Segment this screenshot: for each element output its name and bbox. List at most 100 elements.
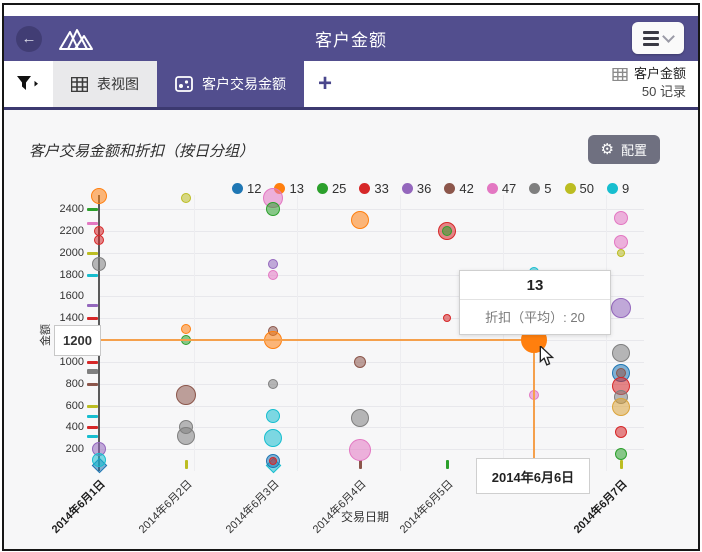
data-bubble-customer-5[interactable] [92, 256, 106, 271]
data-bubble-customer-5[interactable] [268, 378, 278, 389]
legend-item-9[interactable]: 9 [606, 181, 629, 196]
x-tick-label: 2014年6月1日 [49, 478, 108, 536]
funnel-icon [17, 76, 38, 90]
legend-item-36[interactable]: 36 [401, 181, 431, 196]
y-tick-label: 2000 [59, 246, 84, 259]
tooltip: 13 折扣（平均）: 20 [459, 270, 611, 335]
add-view-button[interactable]: + [318, 70, 333, 97]
legend-item-25[interactable]: 25 [316, 181, 346, 196]
legend-item-12[interactable]: 12 [232, 181, 261, 196]
legend-label: 50 [579, 181, 594, 196]
data-bubble-customer-33[interactable] [443, 314, 451, 323]
y-axis-rug-mark [87, 435, 98, 439]
gridline-horizontal [99, 296, 644, 298]
gridline-vertical [400, 195, 401, 471]
data-bubble-customer-25[interactable] [266, 202, 280, 217]
x-tick-label: 2014年6月2日 [136, 478, 195, 536]
data-bubble-customer-9[interactable] [92, 453, 106, 468]
tab-label: 表视图 [97, 76, 139, 92]
gridline-horizontal [99, 449, 644, 451]
data-bubble-customer-5[interactable] [177, 427, 195, 446]
legend-item-47[interactable]: 47 [486, 181, 516, 196]
gridline-horizontal [99, 274, 644, 276]
data-bubble-customer-13[interactable] [91, 188, 107, 205]
data-bubble-customer-9[interactable] [266, 409, 280, 424]
y-tick-label: 1600 [59, 290, 84, 303]
data-bubble-customer-47[interactable] [349, 439, 371, 462]
data-bubble-customer-47[interactable] [614, 234, 628, 249]
crosshair-vertical-line [533, 340, 535, 470]
y-axis-rug-mark [87, 208, 98, 212]
mouse-cursor [538, 344, 556, 371]
y-axis-rug-mark [87, 368, 98, 374]
data-bubble-customer-36[interactable] [268, 258, 278, 269]
dataset-record-count: 50 记录 [641, 84, 686, 99]
legend-item-13[interactable]: 13 [274, 181, 304, 196]
tooltip-title: 13 [460, 271, 610, 300]
data-bubble-customer-36[interactable] [611, 298, 631, 319]
mountain-logo-icon[interactable] [58, 27, 94, 51]
data-bubble-customer-33[interactable] [94, 234, 104, 245]
configure-button[interactable]: ⚙ 配置 [587, 135, 660, 164]
y-tick-label: 1000 [59, 355, 84, 368]
legend-item-5[interactable]: 5 [529, 181, 552, 196]
gear-icon: ⚙ [600, 140, 614, 158]
x-axis-title: 交易日期 [340, 510, 389, 524]
data-bubble-customer-25[interactable] [615, 447, 627, 460]
legend-label: 5 [544, 181, 552, 196]
y-tick-label: 600 [65, 399, 84, 412]
y-axis-rug-mark [87, 273, 98, 277]
hamburger-icon [643, 30, 659, 46]
gridline-horizontal [99, 230, 644, 232]
chart-panel-title: 客户交易金额和折扣（按日分组） [29, 143, 255, 160]
data-bubble-customer-13[interactable] [181, 324, 191, 335]
tab-customer-transaction-chart[interactable]: 客户交易金额 [157, 61, 304, 107]
data-bubble-customer-13[interactable] [612, 397, 630, 416]
legend-label: 42 [459, 181, 474, 196]
crosshair-x-value-box: 2014年6月6日 [476, 458, 590, 494]
scatter-chart-icon [175, 76, 193, 92]
data-bubble-customer-42[interactable] [354, 355, 366, 368]
y-axis-rug-mark [87, 360, 98, 364]
data-bubble-customer-25[interactable] [442, 225, 452, 236]
data-bubble-customer-33[interactable] [269, 457, 277, 466]
y-axis-rug-mark [87, 426, 98, 430]
legend-item-33[interactable]: 33 [359, 181, 389, 196]
data-bubble-customer-9[interactable] [264, 429, 282, 448]
legend-item-50[interactable]: 50 [564, 181, 594, 196]
data-bubble-customer-5[interactable] [351, 408, 369, 427]
x-axis-rug-tick [620, 460, 623, 469]
x-axis-rug-tick [359, 460, 362, 469]
legend-item-42[interactable]: 42 [444, 181, 474, 196]
bubble-chart: 12 13 25 33 36 42 47 5 50 9 200 400 600 800 1000 1400 1… [4, 5, 698, 549]
back-button[interactable]: ← [16, 25, 42, 52]
filter-button[interactable] [17, 61, 39, 107]
back-arrow-icon: ← [21, 30, 37, 47]
data-bubble-customer-5[interactable] [612, 344, 630, 363]
legend-label: 12 [247, 181, 262, 196]
legend-dot [486, 183, 498, 194]
menu-button[interactable] [632, 22, 684, 54]
legend-dot [444, 183, 456, 194]
gridline-horizontal [99, 405, 644, 407]
legend-dot [529, 183, 541, 194]
gridline-horizontal [99, 209, 644, 211]
legend-dot [564, 183, 576, 194]
dataset-table-icon [612, 67, 628, 81]
data-bubble-customer-47[interactable] [268, 269, 278, 280]
tab-table-view[interactable]: 表视图 [53, 61, 157, 107]
data-bubble-customer-50[interactable] [181, 193, 191, 204]
configure-label: 配置 [620, 143, 647, 158]
data-bubble-customer-13[interactable] [351, 211, 369, 230]
y-tick-label: 200 [65, 443, 84, 456]
data-bubble-customer-47[interactable] [614, 210, 628, 225]
data-bubble-customer-33[interactable] [615, 425, 627, 438]
data-bubble-customer-50[interactable] [617, 248, 625, 257]
y-axis-rug-mark [87, 415, 98, 419]
data-bubble-customer-42[interactable] [176, 384, 196, 405]
crosshair-horizontal-line [99, 339, 534, 342]
legend-dot [316, 183, 328, 194]
y-axis-rug-mark [87, 404, 98, 408]
window-frame: ← 客户金额 [2, 3, 700, 551]
